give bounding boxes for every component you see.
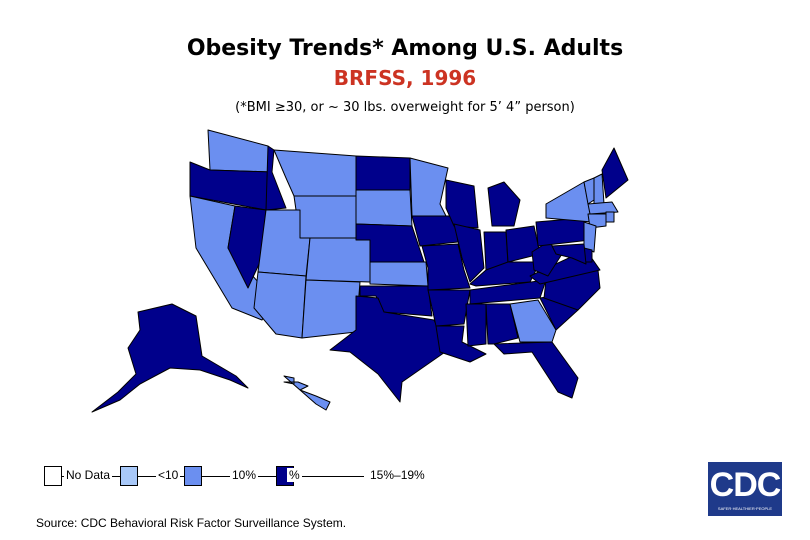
state-me xyxy=(601,147,629,199)
state-wy xyxy=(293,195,357,239)
legend-label-15-19: 15%–19% xyxy=(370,468,425,482)
state-ar xyxy=(427,289,471,327)
state-mt xyxy=(273,149,357,197)
state-co xyxy=(305,237,371,283)
state-ms xyxy=(465,303,487,347)
state-mi xyxy=(487,181,521,227)
state-sd xyxy=(355,189,413,227)
legend-label-10-14-tail: % xyxy=(287,468,302,482)
legend-label-lt10: <10 xyxy=(156,468,181,482)
legend-swatch-lt10 xyxy=(120,466,138,486)
state-il xyxy=(453,223,485,283)
state-nh xyxy=(593,173,605,205)
map-title: Obesity Trends* Among U.S. Adults xyxy=(186,36,624,61)
state-tx xyxy=(329,295,449,403)
state-nd xyxy=(355,155,411,191)
legend-swatch-10-14 xyxy=(184,466,202,486)
source-note: Source: CDC Behavioral Risk Factor Surve… xyxy=(36,516,347,530)
legend-label-no-data: No Data xyxy=(64,468,113,482)
state-wa xyxy=(207,129,273,173)
state-fl xyxy=(493,341,579,399)
bmi-footnote: (*BMI ≥30, or ~ 30 lbs. overweight for 5… xyxy=(235,100,575,115)
state-ak xyxy=(91,303,249,413)
state-pa xyxy=(535,217,591,247)
state-ks xyxy=(369,261,429,287)
state-mo xyxy=(421,243,471,291)
state-al xyxy=(485,303,519,345)
state-ma xyxy=(587,201,619,215)
legend-line xyxy=(44,476,364,477)
cdc-logo: CDC SAFER·HEALTHIER·PEOPLE xyxy=(708,462,782,516)
state-id xyxy=(265,145,287,211)
state-mn xyxy=(409,157,449,217)
legend: No Data <10 10% % xyxy=(44,464,364,488)
state-ri xyxy=(605,211,615,223)
cdc-logo-text: CDC xyxy=(709,466,782,504)
state-nv xyxy=(227,205,267,289)
state-nj xyxy=(583,221,597,253)
legend-label-10-14: 10% xyxy=(230,468,259,482)
state-ga xyxy=(509,299,557,343)
state-az xyxy=(253,271,307,339)
cdc-logo-tagline: SAFER·HEALTHIER·PEOPLE xyxy=(717,506,773,511)
state-md xyxy=(551,243,587,265)
state-nm xyxy=(301,279,361,339)
state-hi xyxy=(283,375,331,411)
state-la xyxy=(435,325,487,363)
legend-swatch-no-data xyxy=(44,466,62,486)
map-subtitle: BRFSS, 1996 xyxy=(333,66,477,90)
